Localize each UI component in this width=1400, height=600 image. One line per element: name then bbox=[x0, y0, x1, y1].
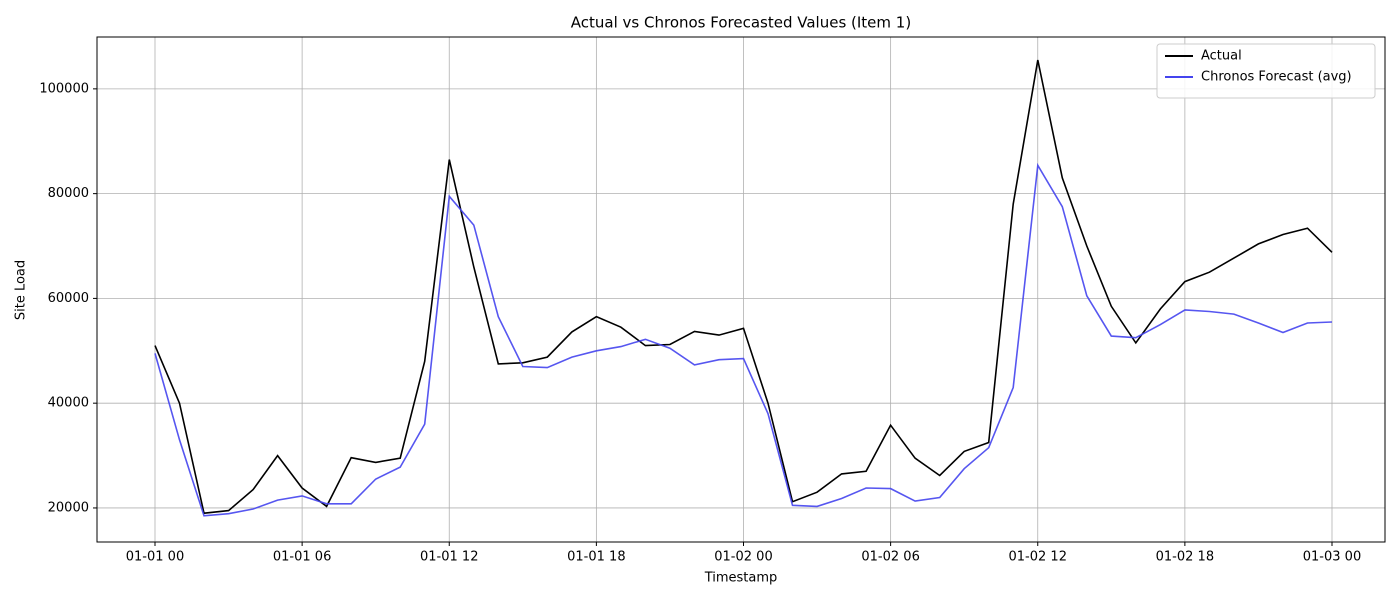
y-tick-label: 100000 bbox=[39, 81, 89, 96]
chart-title: Actual vs Chronos Forecasted Values (Ite… bbox=[571, 14, 911, 32]
x-tick-label: 01-01 12 bbox=[420, 550, 478, 565]
legend-label: Actual bbox=[1201, 49, 1242, 64]
y-axis-label: Site Load bbox=[14, 260, 29, 320]
x-tick-label: 01-02 00 bbox=[714, 550, 772, 565]
legend-label: Chronos Forecast (avg) bbox=[1201, 70, 1352, 85]
y-tick-label: 60000 bbox=[48, 291, 89, 306]
x-tick-label: 01-01 06 bbox=[273, 550, 331, 565]
x-tick-label: 01-01 00 bbox=[126, 550, 184, 565]
x-axis-label: Timestamp bbox=[704, 571, 778, 586]
x-tick-label: 01-01 18 bbox=[567, 550, 625, 565]
y-tick-label: 20000 bbox=[48, 500, 89, 515]
y-tick-label: 40000 bbox=[48, 396, 89, 411]
x-tick-label: 01-03 00 bbox=[1303, 550, 1361, 565]
x-tick-label: 01-02 06 bbox=[861, 550, 919, 565]
x-tick-label: 01-02 12 bbox=[1009, 550, 1067, 565]
plot-frame bbox=[96, 36, 1386, 543]
y-tick-label: 80000 bbox=[48, 186, 89, 201]
x-tick-label: 01-02 18 bbox=[1156, 550, 1214, 565]
series-line bbox=[154, 59, 1333, 515]
legend-box bbox=[1156, 43, 1376, 99]
series-line bbox=[154, 162, 1333, 517]
